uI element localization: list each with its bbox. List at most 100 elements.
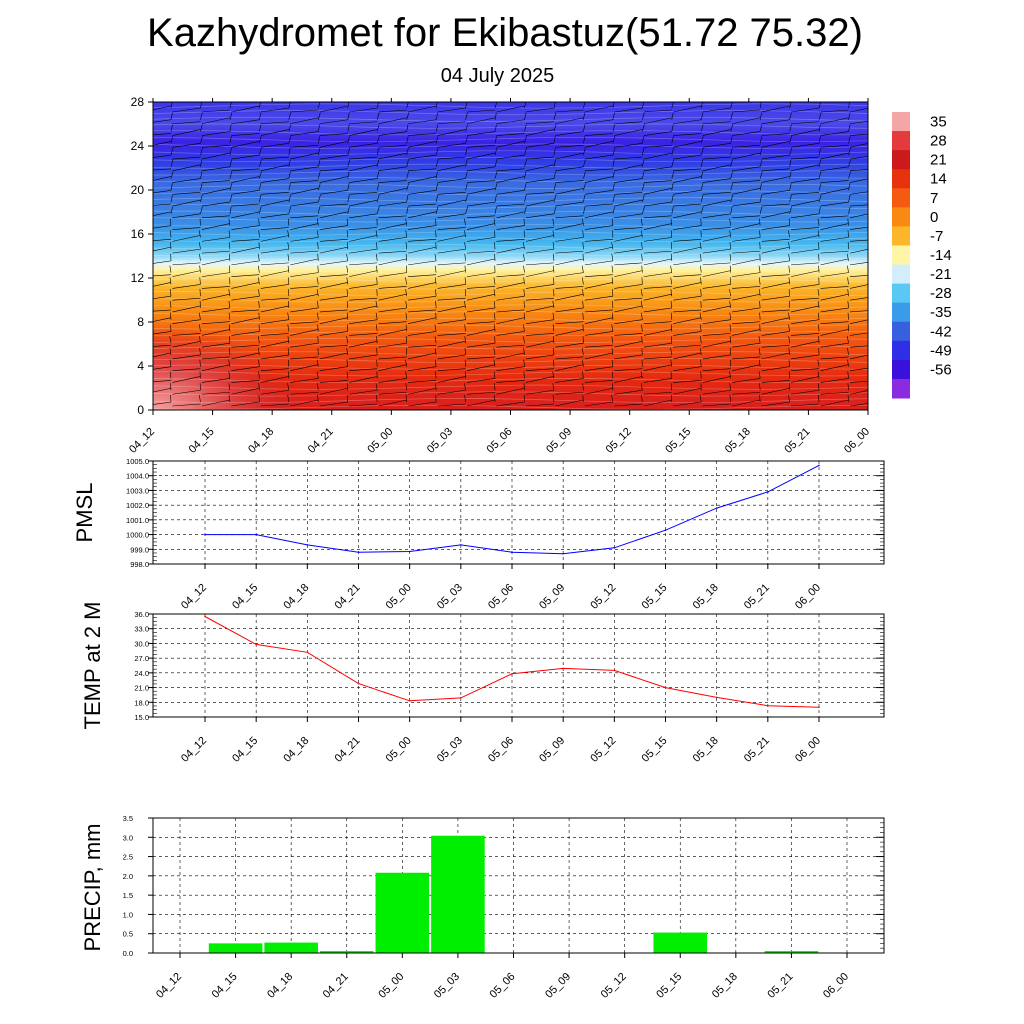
- wind-barb-shaft: [849, 191, 868, 195]
- y-tick-label: 3.5: [123, 814, 133, 823]
- wind-barb-feather: [729, 289, 732, 297]
- wind-barb-shaft: [319, 246, 348, 254]
- wind-barb-feather: [376, 171, 380, 179]
- wind-barb-shaft: [378, 152, 407, 160]
- wind-barb-feather: [729, 230, 732, 238]
- x-tick-label: 05_18: [691, 735, 721, 765]
- wind-barb-feather: [847, 218, 849, 226]
- wind-barb-shaft: [525, 235, 555, 242]
- wind-barb-shaft: [584, 105, 613, 113]
- contour-line: [153, 284, 868, 290]
- wind-barb-shaft: [791, 368, 820, 372]
- wind-barb-feather: [347, 195, 350, 203]
- contour-line: [153, 237, 868, 243]
- wind-barb-feather: [287, 265, 290, 273]
- wind-barb-shaft: [466, 201, 496, 207]
- wind-barb-feather: [259, 183, 262, 191]
- wind-barb-shaft: [555, 250, 584, 254]
- wind-barb-shaft: [732, 342, 761, 348]
- wind-barb-feather: [877, 254, 878, 261]
- contour-line: [153, 304, 868, 310]
- y-tick-label: 30.0: [134, 639, 149, 648]
- wind-barb-feather: [347, 159, 351, 167]
- wind-barb-shaft: [319, 119, 348, 125]
- wind-barb-shaft: [231, 260, 260, 266]
- wind-barb-shaft: [466, 223, 496, 230]
- y-tick-label: 2.5: [123, 853, 133, 862]
- wind-barb-shaft: [702, 129, 731, 136]
- wind-barb-feather: [347, 124, 350, 132]
- wind-barb-shaft: [172, 319, 201, 324]
- contour-line: [153, 210, 868, 216]
- y-tick-label: 36.0: [134, 610, 149, 619]
- x-tick-label: 04_15: [230, 735, 260, 765]
- wind-barb-shaft: [172, 284, 201, 289]
- wind-barb-shaft: [849, 319, 868, 324]
- wind-barb-shaft: [172, 376, 201, 383]
- wind-barb-feather: [642, 112, 645, 120]
- wind-barb-shaft: [349, 340, 378, 348]
- wind-barb-feather: [258, 218, 260, 226]
- wind-barb-shaft: [172, 368, 201, 372]
- wind-barb-shaft: [466, 272, 496, 277]
- y-tick-label: 1005.0: [126, 457, 149, 466]
- wind-barb-shaft: [555, 237, 584, 242]
- wind-barb-shaft: [702, 121, 731, 125]
- wind-barb-shaft: [201, 223, 230, 230]
- y-tick-label: 8: [137, 315, 144, 329]
- wind-barb-shaft: [231, 154, 260, 160]
- contour-line: [153, 136, 868, 143]
- wind-barb-feather: [287, 277, 290, 285]
- wind-barb-feather: [258, 230, 260, 238]
- wind-barb-shaft: [437, 389, 466, 395]
- wind-barb-shaft: [153, 211, 172, 217]
- wind-barb-shaft: [349, 227, 378, 230]
- wind-barb-shaft: [673, 211, 702, 219]
- wind-barb-feather: [612, 206, 615, 214]
- wind-barb-shaft: [791, 235, 820, 242]
- wind-barb-feather: [405, 324, 407, 332]
- wind-barb-feather: [758, 277, 761, 285]
- wind-barb-shaft: [260, 354, 289, 360]
- wind-barb-shaft: [761, 380, 790, 383]
- wind-barb-feather: [318, 159, 321, 167]
- wind-barb-feather: [878, 148, 879, 155]
- wind-barb-shaft: [849, 262, 868, 266]
- wind-barb-feather: [759, 147, 763, 156]
- wind-barb-feather: [493, 359, 496, 367]
- y-tick-label: 999.0: [130, 545, 149, 554]
- wind-barb-shaft: [702, 333, 731, 336]
- wind-barb-shaft: [673, 387, 702, 395]
- wind-barb-shaft: [231, 225, 260, 230]
- contour-line: [153, 257, 868, 263]
- x-tick-label: 05_09: [544, 426, 574, 456]
- wind-barb-feather: [729, 394, 732, 403]
- wind-barb-shaft: [466, 399, 496, 407]
- wind-barb-feather: [434, 253, 437, 261]
- wind-barb-feather: [228, 230, 231, 238]
- wind-barb-shaft: [673, 282, 702, 289]
- wind-barb-feather: [671, 124, 674, 132]
- wind-barb-shaft: [231, 211, 260, 219]
- wind-barb-feather: [376, 253, 378, 261]
- wind-barb-feather: [758, 336, 761, 344]
- wind-barb-shaft: [319, 105, 348, 113]
- wind-barb-shaft: [408, 274, 437, 277]
- wind-barb-shaft: [319, 225, 348, 230]
- wind-barb-shaft: [555, 201, 584, 207]
- wind-barb-feather: [848, 171, 851, 179]
- wind-barb-shaft: [849, 133, 868, 136]
- wind-barb-shaft: [408, 119, 437, 125]
- wind-barb-feather: [759, 230, 761, 238]
- contour-line: [153, 123, 868, 129]
- wind-barb-shaft: [525, 156, 554, 160]
- wind-barb-feather: [847, 300, 849, 308]
- wind-barb-shaft: [201, 166, 230, 172]
- wind-barb-shaft: [496, 352, 525, 360]
- wind-barb-shaft: [319, 282, 348, 289]
- wind-barb-shaft: [614, 107, 643, 113]
- x-tick-label: 04_15: [230, 582, 260, 612]
- wind-barb-shaft: [614, 354, 643, 360]
- wind-barb-shaft: [290, 109, 319, 113]
- wind-barb-feather: [375, 394, 378, 403]
